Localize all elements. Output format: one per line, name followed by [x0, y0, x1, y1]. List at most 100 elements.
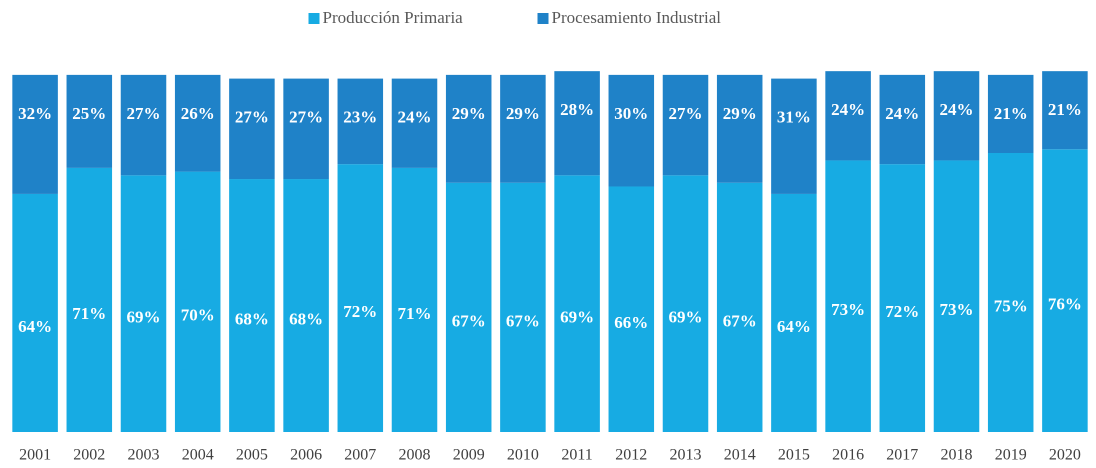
bar-segment: [1042, 71, 1088, 150]
data-label: 32%: [18, 104, 52, 123]
data-label: 24%: [831, 100, 865, 119]
data-label: 27%: [127, 104, 161, 123]
data-label: 66%: [614, 313, 648, 332]
data-label: 72%: [343, 302, 377, 321]
x-tick-label: 2018: [941, 447, 973, 464]
bar-segment: [12, 193, 58, 432]
bar-segment: [933, 71, 980, 161]
data-label: 76%: [1048, 295, 1082, 314]
data-label: 67%: [506, 311, 540, 330]
data-label: 73%: [940, 300, 974, 319]
bar-segment: [12, 74, 58, 194]
x-tick-label: 2013: [670, 447, 702, 464]
x-tick-label: 2011: [561, 447, 592, 464]
data-label: 67%: [723, 311, 757, 330]
bar-segment: [608, 186, 655, 432]
bar-segment: [66, 167, 113, 432]
data-label: 69%: [127, 308, 161, 327]
bar-segment: [445, 182, 492, 432]
x-tick-label: 2007: [344, 447, 376, 464]
data-label: 68%: [235, 309, 269, 328]
bar-segment: [445, 74, 492, 183]
bar-segment: [229, 78, 275, 180]
bar-segment: [1042, 149, 1088, 432]
data-label: 23%: [343, 108, 377, 127]
data-label: 73%: [831, 300, 865, 319]
data-label: 68%: [289, 309, 323, 328]
legend-swatch: [537, 13, 549, 24]
bar-segment: [66, 74, 113, 168]
bar-segment: [283, 179, 329, 432]
bar-segment: [662, 74, 709, 176]
x-tick-label: 2019: [995, 447, 1027, 464]
data-label: 70%: [181, 306, 215, 325]
bar-segment: [987, 153, 1034, 432]
x-tick-label: 2020: [1049, 447, 1081, 464]
bar-segment: [825, 71, 871, 161]
bar-segment: [771, 193, 817, 432]
data-label: 72%: [885, 302, 919, 321]
x-tick-label: 2014: [724, 447, 756, 464]
data-label: 31%: [777, 108, 811, 127]
data-label: 75%: [994, 296, 1028, 315]
bar-segment: [825, 160, 871, 432]
data-label: 26%: [181, 104, 215, 123]
data-label: 27%: [235, 108, 269, 127]
x-tick-label: 2006: [290, 447, 322, 464]
legend-swatch: [308, 13, 320, 24]
bar-segment: [987, 74, 1034, 153]
bar-segment: [283, 78, 329, 180]
bar-segment: [879, 164, 926, 432]
bar-segment: [771, 78, 817, 194]
data-label: 27%: [289, 108, 323, 127]
data-label: 24%: [398, 108, 432, 127]
data-label: 25%: [72, 104, 106, 123]
x-tick-label: 2004: [182, 447, 214, 464]
bar-segment: [554, 175, 600, 432]
data-label: 29%: [723, 104, 757, 123]
data-label: 71%: [72, 304, 106, 323]
data-label: 69%: [669, 308, 703, 327]
x-tick-label: 2002: [73, 447, 105, 464]
bar-segment: [174, 74, 221, 172]
data-label: 29%: [506, 104, 540, 123]
bar-segment: [120, 175, 167, 432]
bar-segment: [120, 74, 167, 176]
data-label: 24%: [940, 100, 974, 119]
bar-segment: [662, 175, 709, 432]
x-tick-label: 2016: [832, 447, 864, 464]
bar-segment: [391, 167, 438, 432]
bar-segment: [716, 74, 763, 183]
bar-segment: [500, 182, 546, 432]
data-label: 27%: [669, 104, 703, 123]
data-label: 71%: [398, 304, 432, 323]
legend-label: Producción Primaria: [323, 8, 464, 27]
x-tick-label: 2015: [778, 447, 810, 464]
data-label: 30%: [614, 104, 648, 123]
bar-segment: [608, 74, 655, 187]
bar-segment: [229, 179, 275, 432]
bar-segment: [337, 78, 384, 165]
data-label: 64%: [777, 317, 811, 336]
bar-segment: [554, 71, 600, 176]
data-label: 21%: [1048, 100, 1082, 119]
bar-segment: [174, 171, 221, 432]
x-tick-label: 2008: [399, 447, 431, 464]
data-label: 29%: [452, 104, 486, 123]
x-tick-label: 2001: [19, 447, 51, 464]
bar-segment: [933, 160, 980, 432]
x-tick-label: 2003: [128, 447, 160, 464]
x-tick-label: 2005: [236, 447, 268, 464]
data-label: 28%: [560, 100, 594, 119]
data-label: 67%: [452, 311, 486, 330]
data-label: 69%: [560, 308, 594, 327]
x-tick-label: 2010: [507, 447, 539, 464]
bar-segment: [337, 164, 384, 432]
data-label: 21%: [994, 104, 1028, 123]
data-label: 64%: [18, 317, 52, 336]
bar-segment: [500, 74, 546, 183]
x-tick-label: 2017: [886, 447, 918, 464]
data-label: 24%: [885, 104, 919, 123]
bar-segment: [391, 78, 438, 168]
